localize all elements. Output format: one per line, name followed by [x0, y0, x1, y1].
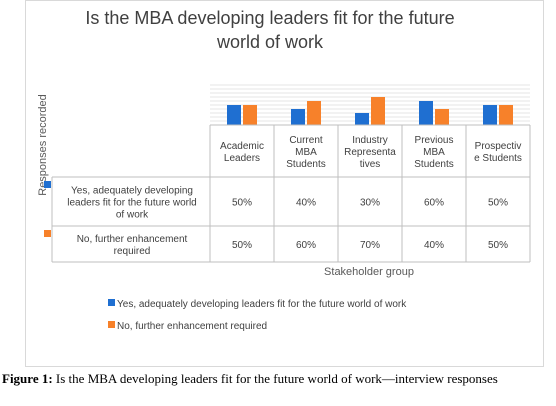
data-label: 50%	[488, 240, 508, 251]
bar	[419, 101, 433, 125]
category-label: Previous	[415, 135, 454, 146]
chart-title-line: Is the MBA developing leaders fit for th…	[85, 8, 454, 28]
chart-title-line: world of work	[216, 32, 324, 52]
chart: Is the MBA developing leaders fit for th…	[25, 0, 544, 367]
bar	[499, 105, 513, 125]
bar	[243, 105, 257, 125]
bar	[371, 97, 385, 125]
data-label: 40%	[296, 198, 316, 209]
bar	[435, 109, 449, 125]
table-legend-key	[44, 230, 51, 237]
series-row-label: leaders fit for the future world	[67, 198, 197, 209]
series-row-label: No, further enhancement	[77, 234, 188, 245]
bar	[483, 105, 497, 125]
category-label: MBA	[295, 147, 317, 158]
bar	[227, 105, 241, 125]
table-legend-key	[44, 181, 51, 188]
series-row-label: of work	[116, 210, 149, 221]
data-label: 30%	[360, 198, 380, 209]
category-label: e Students	[474, 153, 522, 164]
data-label: 50%	[232, 198, 252, 209]
legend-key	[108, 299, 115, 306]
data-label: 40%	[424, 240, 444, 251]
x-axis-title: Stakeholder group	[324, 266, 414, 278]
category-label: Students	[286, 159, 325, 170]
legend-key	[108, 321, 115, 328]
category-label: MBA	[423, 147, 445, 158]
category-label: tives	[360, 159, 381, 170]
series-row-label: Yes, adequately developing	[71, 186, 193, 197]
data-label: 50%	[232, 240, 252, 251]
bar	[307, 101, 321, 125]
category-label: Industry	[352, 135, 388, 146]
data-label: 60%	[296, 240, 316, 251]
category-label: Current	[289, 135, 323, 146]
caption-text: Is the MBA developing leaders fit for th…	[55, 371, 498, 386]
category-label: Representa	[344, 147, 396, 158]
category-label: Prospectiv	[475, 141, 522, 152]
legend-label: Yes, adequately developing leaders fit f…	[117, 299, 407, 310]
y-axis-title: Responses recorded	[37, 94, 49, 196]
category-label: Academic	[220, 141, 264, 152]
data-label: 70%	[360, 240, 380, 251]
category-label: Students	[414, 159, 453, 170]
figure-caption: Figure 1: Is the MBA developing leaders …	[2, 371, 550, 387]
bar	[291, 109, 305, 125]
caption-label: Figure 1:	[2, 371, 53, 386]
data-label: 50%	[488, 198, 508, 209]
bar	[355, 113, 369, 125]
series-row-label: required	[114, 246, 151, 257]
data-label: 60%	[424, 198, 444, 209]
category-label: Leaders	[224, 153, 260, 164]
legend-label: No, further enhancement required	[117, 321, 267, 332]
